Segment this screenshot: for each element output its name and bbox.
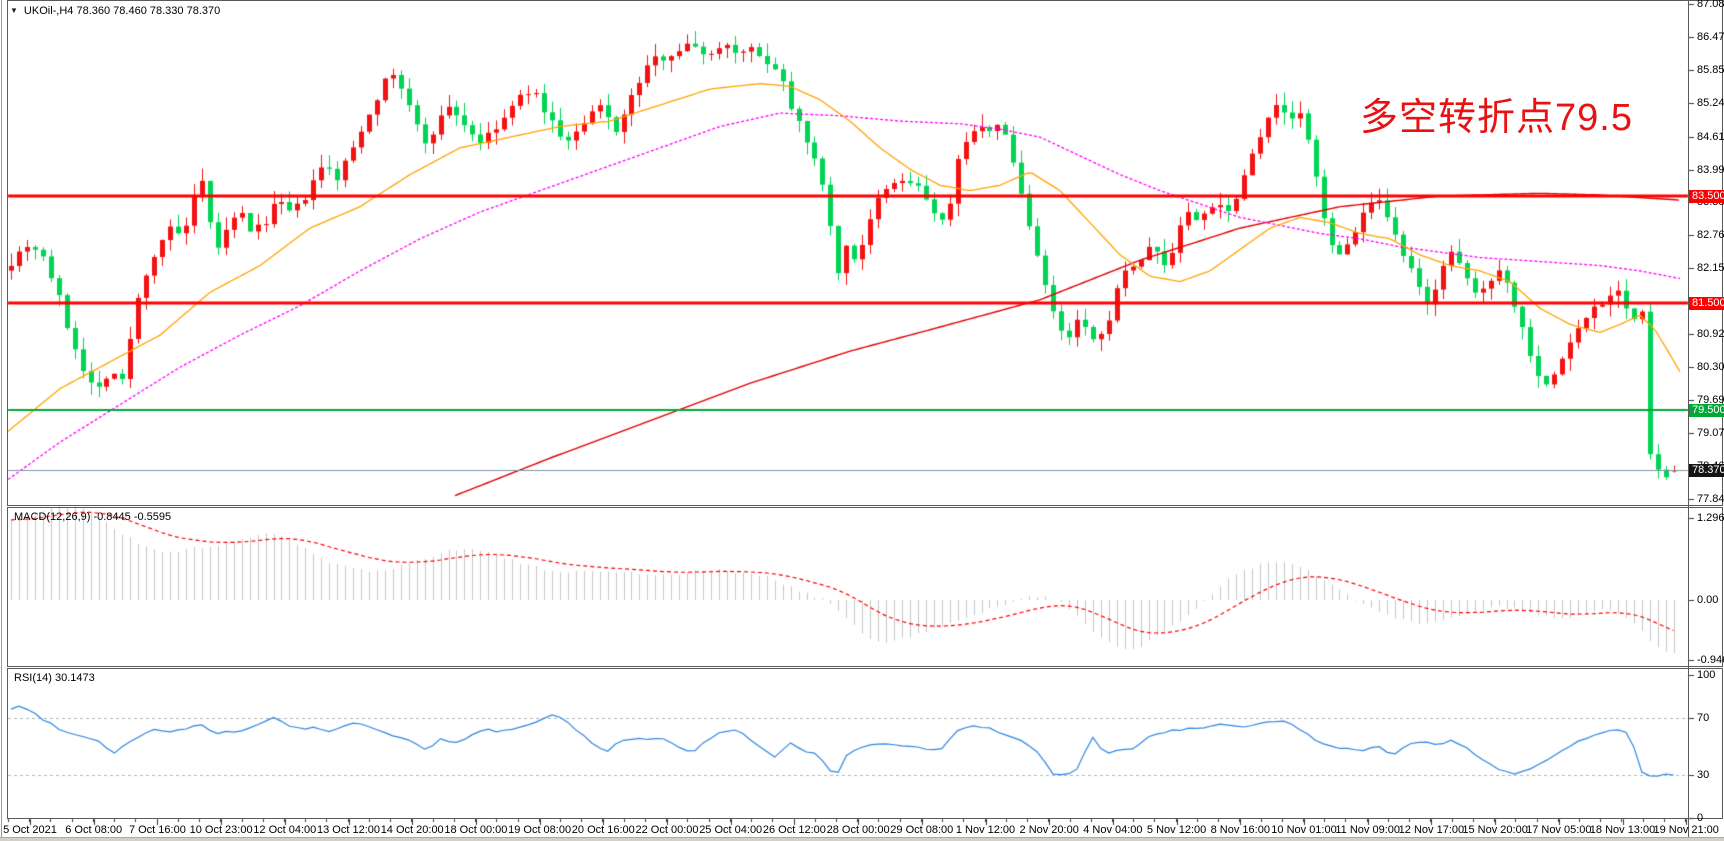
price-badge-78.370: 78.370 [1689, 463, 1724, 477]
rsi-axis-label: 30 [1697, 769, 1710, 781]
time-axis-label: 5 Nov 12:00 [1146, 824, 1207, 836]
time-axis-label: 28 Oct 00:00 [826, 824, 890, 836]
price-axis-label: 77.845 [1697, 492, 1724, 505]
price-axis-label: 83.995 [1697, 163, 1724, 176]
price-axis-label: 87.085 [1697, 0, 1724, 11]
time-axis-label: 11 Nov 09:00 [1335, 824, 1400, 836]
macd-axis-label: 1.2964 [1697, 511, 1724, 524]
window-bottom-strip [0, 837, 1724, 841]
time-axis-label: 18 Nov 13:00 [1589, 824, 1656, 836]
price-badge-79.500: 79.500 [1689, 403, 1724, 417]
symbol-info: ▼ UKOil-,H4 78.360 78.460 78.330 78.370 [10, 5, 220, 17]
macd-axis-label: -0.9464 [1697, 654, 1724, 667]
price-axis-label: 84.610 [1697, 130, 1724, 143]
time-axis-label: 22 Oct 00:00 [635, 824, 699, 836]
time-axis-label: 19 Oct 08:00 [508, 824, 572, 836]
time-axis-label: 2 Nov 20:00 [1019, 824, 1079, 836]
time-axis-label: 25 Oct 04:00 [699, 824, 763, 836]
time-axis-label: 15 Nov 20:00 [1462, 824, 1528, 836]
time-axis-label: 26 Oct 12:00 [762, 824, 826, 836]
time-axis-label: 7 Oct 16:00 [128, 824, 186, 836]
price-axis-label: 86.470 [1697, 31, 1724, 44]
chinese-annotation-text: 多空转折点79.5 [1360, 97, 1633, 139]
price-axis-label: 80.305 [1697, 360, 1724, 373]
time-axis-label: 5 Oct 2021 [3, 824, 57, 836]
time-axis-label: 4 Nov 04:00 [1083, 824, 1143, 836]
macd-indicator-label: MACD(12,26,9) -0.8445 -0.5595 [14, 511, 172, 523]
time-axis-label: 13 Oct 12:00 [317, 824, 380, 836]
price-axis-label: 79.075 [1697, 426, 1724, 439]
window-left-edge [1, 0, 2, 841]
time-axis-label: 14 Oct 20:00 [380, 824, 444, 836]
symbol-ohlc-text: UKOil-,H4 78.360 78.460 78.330 78.370 [23, 5, 221, 17]
rsi-indicator-label: RSI(14) 30.1473 [14, 672, 95, 684]
time-axis-label: 1 Nov 12:00 [955, 824, 1016, 836]
price-axis-label: 85.240 [1697, 96, 1724, 109]
time-axis-label: 10 Oct 23:00 [189, 824, 253, 836]
time-axis-label: 18 Oct 00:00 [444, 824, 508, 836]
price-axis-label: 79.690 [1697, 393, 1724, 406]
price-axis-label: 82.150 [1697, 262, 1724, 275]
time-axis-label: 10 Nov 01:00 [1271, 824, 1337, 836]
time-axis-label: 19 Nov 21:00 [1653, 824, 1719, 836]
price-axis-label: 80.920 [1697, 328, 1724, 341]
price-axis-divider[interactable] [1688, 0, 1689, 837]
rsi-axis-label: 100 [1697, 668, 1716, 681]
time-axis-label: 8 Nov 16:00 [1210, 824, 1270, 836]
time-axis-label: 12 Nov 17:00 [1398, 824, 1465, 836]
time-axis-label: 17 Nov 05:00 [1526, 824, 1592, 836]
chevron-down-icon[interactable]: ▼ [10, 6, 18, 15]
price-axis-label: 82.765 [1697, 229, 1724, 242]
time-axis-label: 6 Oct 08:00 [65, 824, 123, 836]
time-axis-label: 29 Oct 08:00 [890, 824, 954, 836]
time-axis-label: 12 Oct 04:00 [253, 824, 317, 836]
price-axis-label: 85.855 [1697, 64, 1724, 76]
rsi-axis-label: 70 [1697, 711, 1710, 724]
rsi-axis-label: 0 [1697, 812, 1704, 825]
price-badge-83.500: 83.500 [1689, 189, 1724, 203]
macd-axis-label: 0.00 [1697, 594, 1719, 606]
price-badge-81.500: 81.500 [1689, 296, 1724, 310]
time-axis-label: 20 Oct 16:00 [571, 824, 635, 836]
